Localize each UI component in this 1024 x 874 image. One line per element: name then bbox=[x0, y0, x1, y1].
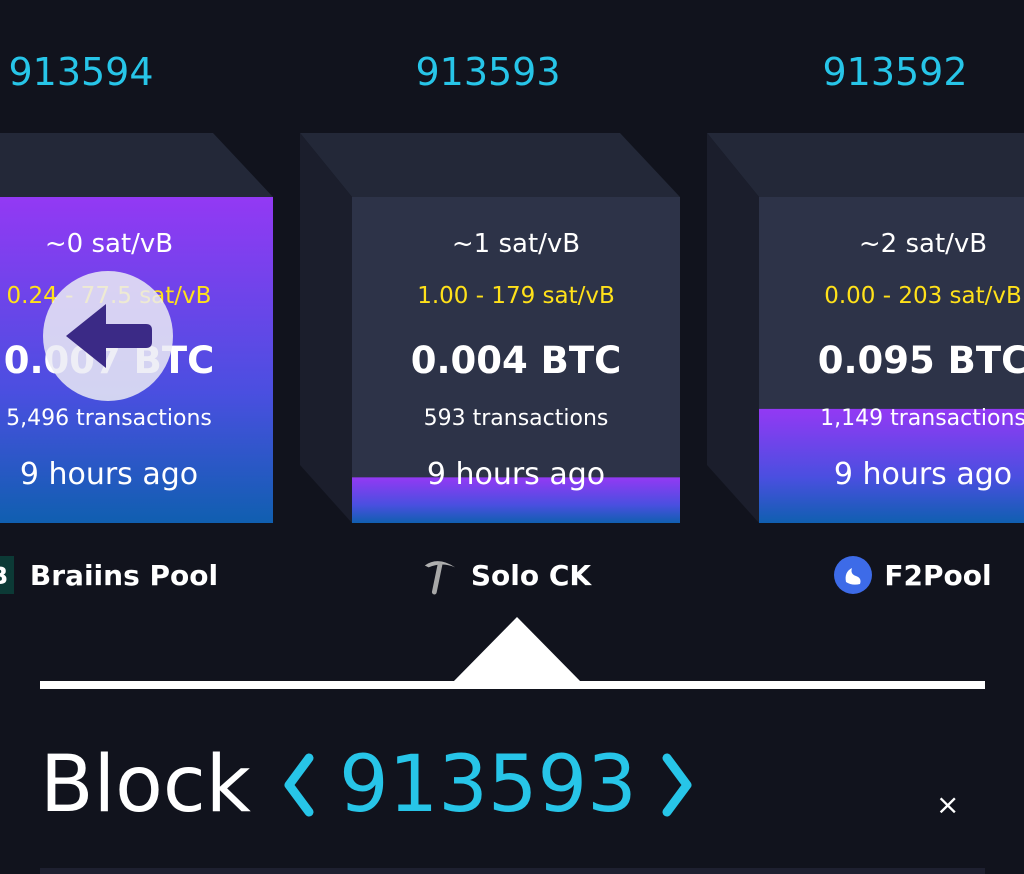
total-reward: 0.095 BTC bbox=[817, 339, 1024, 382]
block-number[interactable]: 913593 bbox=[415, 50, 561, 94]
block-face[interactable]: ~2 sat/vB 0.00 - 203 sat/vB 0.095 BTC 1,… bbox=[759, 197, 1024, 523]
braiins-logo: B bbox=[0, 556, 18, 594]
fee-range: 1.00 - 179 sat/vB bbox=[417, 283, 615, 309]
total-reward: 0.004 BTC bbox=[410, 339, 622, 382]
pool-name: F2Pool bbox=[884, 558, 992, 592]
selected-block-pointer bbox=[452, 617, 582, 683]
block-height: 913593 bbox=[338, 740, 637, 830]
fee-range: 0.00 - 203 sat/vB bbox=[824, 283, 1022, 309]
block-number[interactable]: 913592 bbox=[822, 50, 968, 94]
block-fill-level bbox=[759, 408, 1024, 523]
block-detail-header: Block 913593 bbox=[40, 740, 697, 830]
cube-top-face bbox=[707, 133, 1024, 197]
chevron-left-icon[interactable] bbox=[279, 750, 319, 820]
divider bbox=[40, 681, 985, 689]
pool-name: Braiins Pool bbox=[29, 558, 219, 592]
transaction-count: 5,496 transactions bbox=[6, 406, 212, 431]
mining-pool[interactable]: B Braiins Pool bbox=[0, 556, 269, 594]
cube-top-face bbox=[0, 133, 273, 197]
block-fill-level bbox=[352, 477, 680, 523]
median-fee: ~2 sat/vB bbox=[858, 229, 988, 259]
back-button[interactable] bbox=[43, 271, 173, 401]
svg-text:B: B bbox=[0, 562, 8, 590]
f2pool-fish-logo bbox=[834, 556, 873, 594]
median-fee: ~1 sat/vB bbox=[451, 229, 581, 259]
block-time: 9 hours ago bbox=[19, 457, 199, 492]
cube-side-face bbox=[707, 133, 759, 523]
cube-side-face bbox=[300, 133, 352, 523]
arrow-left-icon bbox=[66, 304, 152, 368]
pickaxe-icon bbox=[421, 556, 459, 595]
median-fee: ~0 sat/vB bbox=[44, 229, 174, 259]
block-time: 9 hours ago bbox=[426, 457, 606, 492]
cube-front-face bbox=[352, 197, 680, 523]
block-number[interactable]: 913594 bbox=[8, 50, 154, 94]
content-edge bbox=[40, 868, 985, 874]
transaction-count: 593 transactions bbox=[423, 406, 609, 431]
block-time: 9 hours ago bbox=[833, 457, 1013, 492]
chevron-right-icon[interactable] bbox=[657, 750, 697, 820]
cube-top-face bbox=[300, 133, 680, 197]
mining-pool[interactable]: F2Pool bbox=[743, 556, 1024, 594]
close-button[interactable]: × bbox=[936, 788, 960, 821]
transaction-count: 1,149 transactions bbox=[820, 406, 1024, 431]
block-face[interactable]: ~1 sat/vB 1.00 - 179 sat/vB 0.004 BTC 59… bbox=[352, 197, 680, 523]
pool-name: Solo CK bbox=[470, 558, 592, 592]
block-label: Block bbox=[40, 740, 251, 830]
mining-pool[interactable]: Solo CK bbox=[336, 556, 676, 595]
